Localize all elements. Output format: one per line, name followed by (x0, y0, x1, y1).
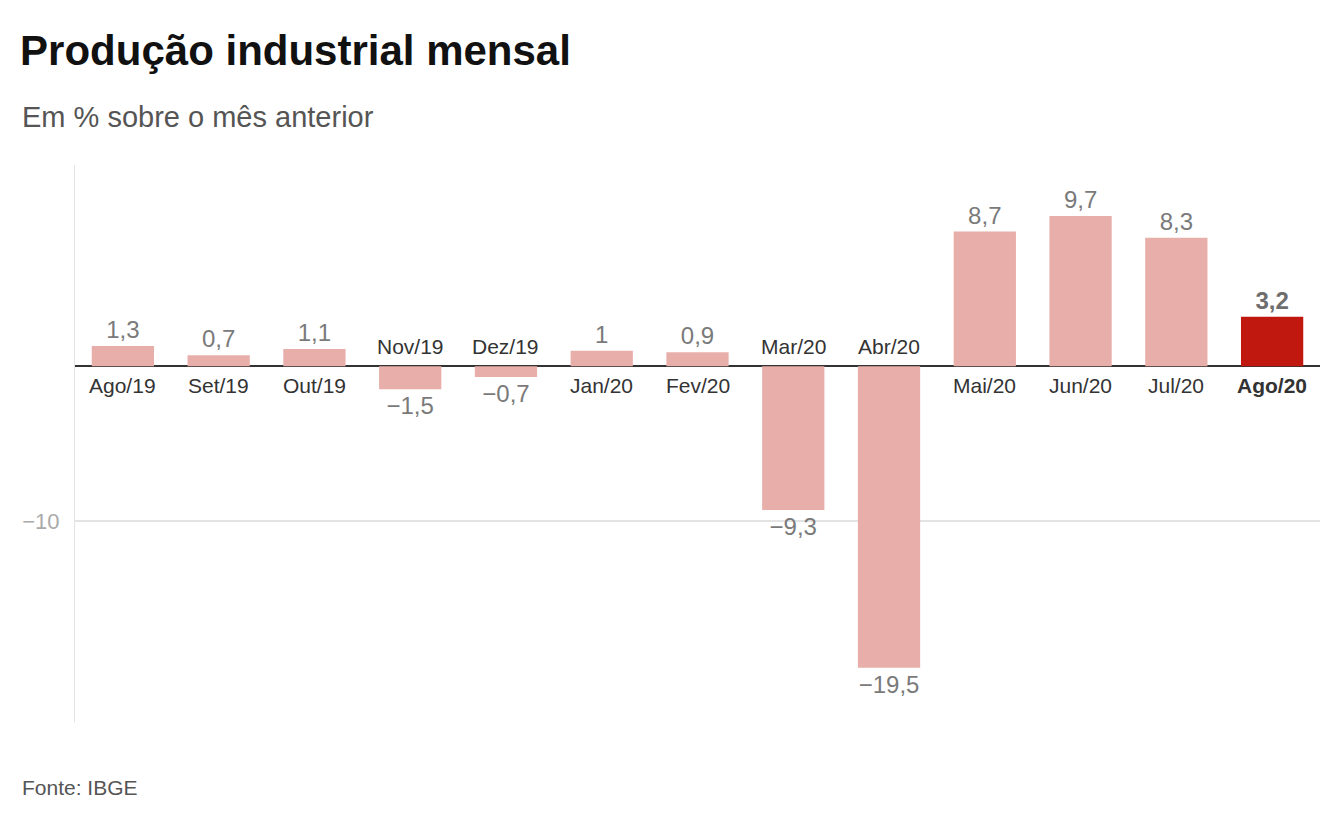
svg-text:0,7: 0,7 (202, 325, 235, 352)
svg-text:8,7: 8,7 (968, 202, 1001, 229)
svg-text:1,1: 1,1 (298, 319, 331, 346)
svg-text:−9,3: −9,3 (770, 513, 817, 540)
svg-text:Em % sobre o mês anterior: Em % sobre o mês anterior (22, 101, 374, 133)
svg-text:Jan/20: Jan/20 (570, 374, 633, 397)
svg-text:−0,7: −0,7 (482, 380, 529, 407)
svg-text:Mar/20: Mar/20 (761, 335, 826, 358)
svg-text:8,3: 8,3 (1160, 208, 1193, 235)
svg-text:Mai/20: Mai/20 (953, 374, 1016, 397)
svg-text:1,3: 1,3 (106, 316, 139, 343)
svg-text:Fev/20: Fev/20 (666, 374, 730, 397)
svg-text:Jun/20: Jun/20 (1049, 374, 1112, 397)
svg-text:Dez/19: Dez/19 (472, 335, 539, 358)
svg-text:−19,5: −19,5 (859, 671, 920, 698)
svg-text:−10: −10 (22, 509, 59, 534)
svg-text:Nov/19: Nov/19 (377, 335, 444, 358)
svg-text:9,7: 9,7 (1064, 186, 1097, 213)
svg-text:Set/19: Set/19 (188, 374, 249, 397)
svg-text:−1,5: −1,5 (386, 392, 433, 419)
svg-text:Jul/20: Jul/20 (1148, 374, 1204, 397)
svg-text:0,9: 0,9 (681, 322, 714, 349)
svg-text:Out/19: Out/19 (283, 374, 346, 397)
svg-text:3,2: 3,2 (1255, 287, 1288, 314)
svg-text:Ago/19: Ago/19 (89, 374, 156, 397)
svg-text:Ago/20: Ago/20 (1237, 374, 1307, 397)
svg-text:Produção industrial mensal: Produção industrial mensal (20, 27, 571, 74)
svg-text:1: 1 (595, 321, 608, 348)
svg-text:Abr/20: Abr/20 (858, 335, 920, 358)
svg-text:Fonte: IBGE: Fonte: IBGE (22, 776, 138, 799)
